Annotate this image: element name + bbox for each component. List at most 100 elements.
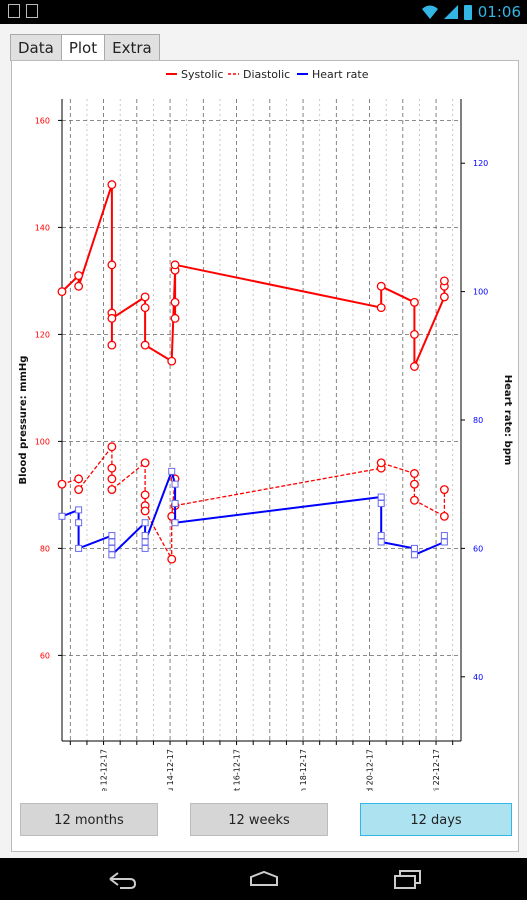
x-tick-label: Fri 22-12-17 xyxy=(432,749,441,791)
point-diastolic xyxy=(57,479,67,489)
12-days-button[interactable]: 12 days xyxy=(360,803,512,836)
point-diastolic xyxy=(107,442,117,452)
series-line-heart-rate xyxy=(61,468,446,558)
point-systolic xyxy=(376,281,386,291)
y2-tick-label: 60 xyxy=(473,544,483,553)
x-tick-label: Sat 16-12-17 xyxy=(233,749,242,791)
point-diastolic xyxy=(439,485,449,494)
point-systolic xyxy=(410,329,419,339)
point-heart-rate xyxy=(377,532,385,540)
y-axis-label: Blood pressure: mmHg xyxy=(18,356,29,485)
point-heart-rate xyxy=(171,519,179,527)
point-systolic xyxy=(107,260,117,270)
y-tick-label: 60 xyxy=(40,651,50,660)
legend-label-systolic: Systolic xyxy=(181,68,223,81)
point-heart-rate xyxy=(440,532,448,540)
point-heart-rate xyxy=(377,499,385,507)
wifi-icon xyxy=(421,5,438,19)
point-diastolic xyxy=(140,458,150,468)
point-systolic xyxy=(410,297,419,307)
point-diastolic xyxy=(107,485,117,494)
point-heart-rate xyxy=(108,551,116,559)
12-weeks-button[interactable]: 12 weeks xyxy=(190,803,328,836)
point-systolic xyxy=(74,281,84,291)
tab-bar: Data Plot Extra xyxy=(10,34,160,61)
recent-apps-icon[interactable] xyxy=(392,869,422,889)
point-heart-rate xyxy=(141,532,149,540)
legend-label-diastolic: Diastolic xyxy=(243,68,290,81)
point-diastolic xyxy=(410,469,419,478)
point-heart-rate xyxy=(377,493,385,501)
blood-pressure-chart: Systolic Diastolic Heart rate 60 80 100 120… xyxy=(18,68,513,791)
y2-tick-label: 120 xyxy=(473,159,488,168)
tab-extra[interactable]: Extra xyxy=(104,34,160,61)
y2-tick-label: 40 xyxy=(473,673,483,682)
point-systolic xyxy=(107,340,117,350)
point-heart-rate xyxy=(141,538,149,546)
y-tick-label: 160 xyxy=(35,116,50,125)
app-window: Data Plot Extra Systolic Diastolic Heart… xyxy=(0,24,527,858)
point-diastolic xyxy=(410,495,419,505)
point-systolic xyxy=(57,287,67,297)
point-systolic xyxy=(439,292,449,302)
point-heart-rate xyxy=(141,544,149,552)
point-heart-rate xyxy=(108,544,116,552)
point-systolic xyxy=(74,271,84,280)
y2-axis-label: Heart rate: bpm xyxy=(502,375,513,466)
notification-icons xyxy=(8,4,38,18)
x-tick-label: Thu 14-12-17 xyxy=(166,749,175,791)
point-heart-rate xyxy=(410,551,418,559)
home-icon[interactable] xyxy=(248,869,280,889)
point-systolic xyxy=(167,356,177,366)
point-diastolic xyxy=(167,554,177,564)
status-bar: 01:06 xyxy=(0,0,527,24)
point-heart-rate xyxy=(108,532,116,540)
point-diastolic xyxy=(74,485,84,494)
point-systolic xyxy=(170,313,180,323)
point-heart-rate xyxy=(171,499,179,507)
12-months-button[interactable]: 12 months xyxy=(20,803,158,836)
tab-plot[interactable]: Plot xyxy=(60,34,106,61)
point-diastolic xyxy=(74,474,84,484)
point-systolic xyxy=(107,180,117,190)
legend: Systolic Diastolic Heart rate xyxy=(166,68,369,81)
point-heart-rate xyxy=(440,538,448,546)
tab-data[interactable]: Data xyxy=(10,34,62,61)
point-diastolic xyxy=(439,511,449,521)
back-icon[interactable] xyxy=(106,869,138,889)
point-heart-rate xyxy=(141,519,149,527)
point-diastolic xyxy=(410,479,419,489)
point-systolic xyxy=(140,340,150,350)
point-heart-rate xyxy=(171,480,179,488)
sd-card-icon xyxy=(8,4,20,18)
legend-label-heart-rate: Heart rate xyxy=(312,68,369,81)
plot-panel: Systolic Diastolic Heart rate 60 80 100 120… xyxy=(11,60,519,852)
point-heart-rate xyxy=(377,538,385,546)
y-tick-label: 120 xyxy=(35,330,50,339)
point-heart-rate xyxy=(75,544,83,552)
x-tick-label: Mon 18-12-17 xyxy=(299,749,308,791)
battery-icon xyxy=(463,4,472,20)
point-systolic xyxy=(410,362,419,371)
y-tick-label: 100 xyxy=(35,437,50,446)
y2-tick-label: 100 xyxy=(473,288,488,297)
y-tick-label: 80 xyxy=(40,544,50,553)
x-tick-label: Tue 12-12-17 xyxy=(100,749,109,791)
clock: 01:06 xyxy=(477,3,521,21)
series-line-diastolic xyxy=(61,444,446,560)
point-systolic xyxy=(107,313,117,323)
signal-icon xyxy=(443,5,458,19)
point-diastolic xyxy=(107,463,117,473)
point-heart-rate xyxy=(75,506,83,514)
y-tick-label: 140 xyxy=(35,223,50,232)
point-heart-rate xyxy=(75,519,83,527)
point-systolic xyxy=(170,297,180,307)
point-heart-rate xyxy=(168,467,176,475)
point-heart-rate xyxy=(108,538,116,546)
plot-area xyxy=(62,99,461,741)
point-systolic xyxy=(376,303,386,313)
point-heart-rate xyxy=(58,512,66,520)
point-systolic xyxy=(140,292,150,302)
x-tick-label: Wed 20-12-17 xyxy=(366,749,375,791)
y2-tick-label: 80 xyxy=(473,416,483,425)
